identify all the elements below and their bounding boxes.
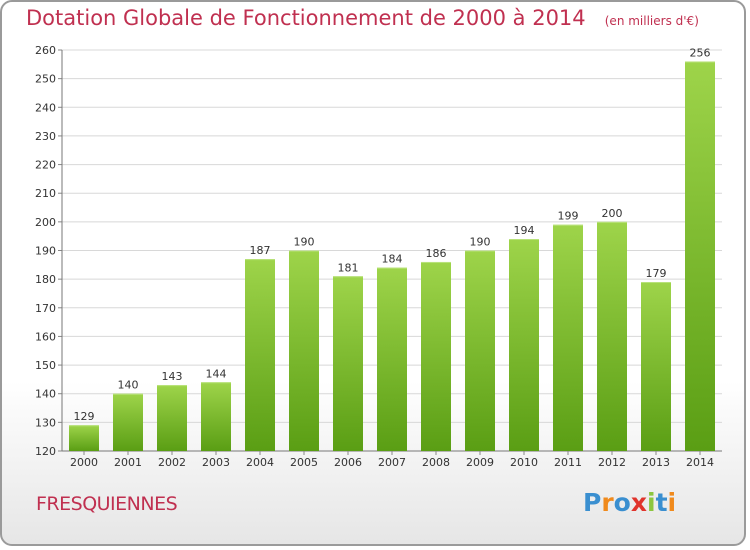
y-tick-label: 170 — [35, 302, 56, 315]
y-tick-label: 140 — [35, 388, 56, 401]
bar-value-label: 199 — [558, 210, 579, 223]
y-tick-label: 200 — [35, 216, 56, 229]
bar — [245, 259, 275, 451]
logo-letter: r — [601, 488, 614, 517]
y-tick-label: 160 — [35, 330, 56, 343]
y-tick-label: 240 — [35, 101, 56, 114]
x-tick-label: 2013 — [642, 456, 670, 469]
bar — [641, 282, 671, 451]
bar-value-label: 143 — [162, 370, 183, 383]
label-layer: 129 2000 140 2001 143 2002 144 2003 187 2004 190 20… — [70, 46, 714, 469]
bar — [201, 382, 231, 451]
y-tick-label: 230 — [35, 130, 56, 143]
y-tick-label: 120 — [35, 445, 56, 458]
y-tick-label: 180 — [35, 273, 56, 286]
bar-value-label: 144 — [206, 367, 227, 380]
bar-layer — [69, 61, 715, 451]
title-row: Dotation Globale de Fonctionnement de 20… — [26, 6, 699, 30]
bar — [465, 250, 495, 451]
bar — [157, 385, 187, 451]
bar-value-label: 184 — [382, 253, 403, 266]
x-tick-label: 2012 — [598, 456, 626, 469]
bar-value-label: 179 — [646, 267, 667, 280]
logo-letter: x — [630, 488, 647, 517]
commune-name: FRESQUIENNES — [36, 493, 178, 515]
x-tick-label: 2011 — [554, 456, 582, 469]
x-tick-label: 2004 — [246, 456, 274, 469]
bar-value-label: 129 — [74, 410, 95, 423]
axis-layer: 120 130 140 150 160 170 180 190 200 210 220 230 240 2… — [35, 44, 722, 458]
bar — [597, 221, 627, 451]
x-tick-label: 2008 — [422, 456, 450, 469]
x-tick-label: 2002 — [158, 456, 186, 469]
y-tick-label: 220 — [35, 159, 56, 172]
logo-letter: o — [613, 488, 631, 517]
x-tick-label: 2000 — [70, 456, 98, 469]
logo-letter: i — [647, 488, 656, 517]
y-tick-label: 250 — [35, 73, 56, 86]
bar-value-label: 190 — [294, 236, 315, 249]
bar-value-label: 194 — [514, 224, 535, 237]
bar — [421, 261, 451, 451]
x-tick-label: 2007 — [378, 456, 406, 469]
bar — [333, 276, 363, 451]
logo-letter: t — [655, 488, 668, 517]
bar — [377, 267, 407, 451]
bar-value-label: 200 — [602, 207, 623, 220]
proxiti-logo: Proxiti — [583, 488, 676, 517]
bar-value-label: 140 — [118, 379, 139, 392]
y-tick-label: 210 — [35, 187, 56, 200]
x-tick-label: 2005 — [290, 456, 318, 469]
bar-value-label: 190 — [470, 236, 491, 249]
x-tick-label: 2014 — [686, 456, 714, 469]
bar-value-label: 256 — [690, 46, 711, 59]
y-tick-label: 130 — [35, 416, 56, 429]
logo-letter: i — [667, 488, 677, 517]
chart-title: Dotation Globale de Fonctionnement de 20… — [26, 6, 586, 30]
bar — [685, 61, 715, 451]
x-tick-label: 2003 — [202, 456, 230, 469]
bar-value-label: 186 — [426, 247, 447, 260]
x-tick-label: 2001 — [114, 456, 142, 469]
logo-letter: P — [583, 488, 602, 517]
bar-value-label: 187 — [250, 244, 271, 257]
bar — [509, 239, 539, 451]
bar — [113, 393, 143, 451]
x-tick-label: 2009 — [466, 456, 494, 469]
bar-value-label: 181 — [338, 261, 359, 274]
y-tick-label: 150 — [35, 359, 56, 372]
chart-subtitle: (en milliers d'€) — [604, 14, 699, 28]
bar — [69, 425, 99, 451]
x-tick-label: 2006 — [334, 456, 362, 469]
bar — [553, 224, 583, 451]
x-tick-label: 2010 — [510, 456, 538, 469]
y-tick-label: 260 — [35, 44, 56, 57]
bar — [289, 250, 319, 451]
y-tick-label: 190 — [35, 245, 56, 258]
